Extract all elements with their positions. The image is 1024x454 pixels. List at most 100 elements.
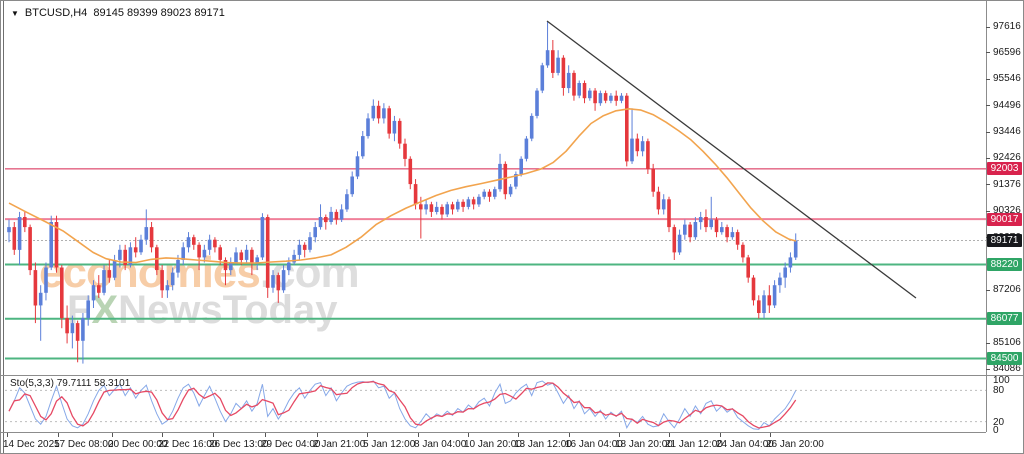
candle-body (714, 219, 719, 233)
price-tick-mark (986, 26, 990, 28)
candle-body (535, 90, 539, 116)
candle-body (593, 90, 597, 104)
date-tick-mark (569, 433, 570, 437)
price-tick-label: 90326 (993, 205, 1021, 217)
candle-body (709, 219, 713, 228)
price-tick-mark (986, 342, 990, 344)
candle-body (382, 108, 386, 119)
price-tick-mark (986, 52, 990, 54)
date-tick-mark (418, 433, 419, 437)
candle-body (419, 204, 423, 210)
candle-body (788, 257, 793, 268)
candle-body (17, 217, 22, 250)
candle-body (529, 115, 534, 139)
candle-body (12, 227, 17, 250)
candle-body (176, 260, 180, 273)
candle-body (456, 201, 460, 210)
candle-body (123, 249, 127, 265)
candle-body (255, 257, 259, 263)
candle-body (434, 206, 439, 212)
candle-body (677, 234, 682, 253)
candle-body (614, 95, 618, 101)
brand-watermark: economies.com FXNewsToday (39, 248, 360, 331)
candle-body (97, 285, 101, 293)
candle-body (477, 196, 481, 205)
window-left-border (3, 1, 4, 453)
chart-title-readout[interactable]: ▼ BTCUSD,H4 89145 89399 89023 89171 (11, 7, 225, 19)
stochastic-signal-line (8, 381, 797, 429)
date-label: 20 Dec 00:00 (108, 439, 168, 450)
price-tick-label: 85106 (993, 337, 1021, 349)
indicator-label: Sto(5,3,3) 79.7111 58.3101 (10, 378, 130, 389)
candle-body (693, 222, 698, 238)
price-tick-label: 92426 (993, 152, 1021, 164)
candle-body (556, 57, 560, 73)
candle-body (588, 90, 592, 99)
candle-body (239, 252, 244, 260)
candle-body (65, 318, 69, 334)
candle-body (139, 239, 143, 253)
level-price-badge: 86077 (987, 312, 1022, 326)
candle-body (207, 239, 212, 250)
date-label: 21 Jan 12:00 (665, 439, 723, 450)
indicator-name: Sto(5,3,3) (10, 378, 54, 389)
price-tick-label: 97616 (993, 21, 1021, 32)
candle-body (260, 217, 265, 258)
candle-body (223, 260, 228, 271)
price-tick-mark (986, 78, 990, 80)
candle-body (49, 222, 53, 268)
candle-body (461, 201, 465, 207)
date-axis[interactable]: 14 Dec 2025 17 Dec 08:00 20 Dec 00:00 22 De… (1, 432, 986, 453)
candle-body (403, 143, 407, 159)
candle-body (561, 57, 566, 88)
price-tick-label: 91376 (993, 178, 1021, 190)
candle-body (566, 72, 571, 89)
candle-body (371, 105, 376, 119)
price-tick-label: 93446 (993, 126, 1021, 138)
price-tick-label: 87206 (993, 284, 1021, 296)
candle-body (91, 285, 96, 301)
candle-body (651, 169, 655, 192)
stoch-axis-label: 80 (993, 385, 1005, 397)
candle-body (144, 227, 149, 240)
watermark-line1: economies.com (39, 248, 360, 297)
price-axis[interactable]: 97616 96596 95546 94496 93446 92426 91376 90326… (986, 1, 1023, 432)
price-tick-mark (986, 368, 990, 370)
stoch-axis-label: 20 (993, 416, 1005, 428)
candle-body (186, 237, 191, 248)
candle-body (466, 199, 471, 207)
date-tick-mark (213, 433, 214, 437)
stochastic-main-line (8, 380, 797, 430)
candle-body (271, 275, 275, 288)
candle-body (498, 163, 502, 190)
candle-body (735, 232, 740, 245)
candle-body (429, 204, 434, 212)
candle-body (334, 211, 339, 220)
candle-body (102, 270, 106, 293)
date-label: 24 Jan 04:00 (716, 439, 774, 450)
price-tick-label: 84086 (993, 363, 1021, 374)
candle-body (424, 204, 428, 210)
candle-body (28, 227, 32, 271)
candle-body (767, 295, 772, 306)
candle-body (519, 158, 523, 174)
price-tick-mark (986, 289, 990, 291)
candle-body (413, 184, 418, 205)
candle-body (672, 227, 677, 253)
candle-body (276, 275, 281, 291)
candle-body (751, 277, 756, 301)
candle-body (313, 227, 317, 238)
candle-body (324, 217, 328, 223)
date-label: 17 Dec 08:00 (54, 439, 114, 450)
date-tick-mark (112, 433, 113, 437)
candle-body (524, 138, 529, 159)
candle-body (783, 267, 787, 278)
candle-body (619, 95, 624, 101)
candle-body (229, 262, 233, 271)
dropdown-arrow-icon: ▼ (11, 9, 19, 18)
subwindow-separator[interactable] (1, 375, 1023, 376)
indicator-values: 79.7111 58.3101 (56, 378, 131, 389)
candle-body (683, 224, 687, 235)
